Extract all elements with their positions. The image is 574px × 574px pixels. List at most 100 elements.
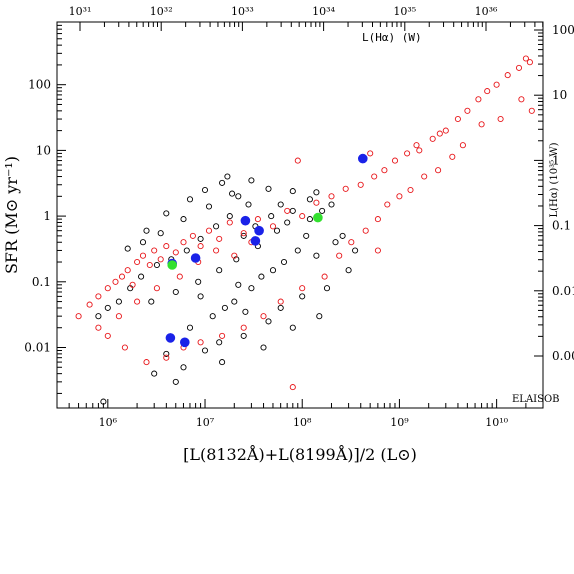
data-point-open (260, 313, 267, 320)
y-tick-label: 10 (36, 143, 51, 157)
data-point-open (277, 201, 284, 208)
right-tick-label: 1 (552, 153, 560, 167)
data-point-open (319, 207, 326, 214)
data-point-open (163, 350, 170, 357)
data-point-open (240, 324, 247, 331)
data-point-open (449, 153, 456, 160)
data-point-open (245, 201, 252, 208)
data-point-open (339, 232, 346, 239)
data-point-open (381, 167, 388, 174)
data-point-open (342, 185, 349, 192)
data-point-open (197, 235, 204, 242)
top-tick-label: 10³¹ (69, 5, 92, 18)
data-point-open (268, 213, 275, 220)
data-point-filled (165, 333, 176, 343)
data-point-open (260, 344, 267, 351)
data-point-open (226, 213, 233, 220)
data-point-open (280, 258, 288, 266)
data-point-open (139, 239, 147, 246)
data-point-open (484, 88, 491, 95)
data-point-open (323, 285, 331, 292)
data-point-filled (254, 225, 264, 236)
data-point-open (362, 227, 369, 234)
x-tick-label: 10¹⁰ (485, 416, 508, 429)
data-point-open (104, 332, 111, 339)
data-point-open (146, 261, 153, 269)
data-point-open (157, 256, 164, 263)
data-point-open (289, 188, 296, 195)
data-point-open (183, 247, 190, 254)
tick-labels: 10⁶ 10⁷ 10⁸ 10⁹ 10¹⁰ 0.01 0.1 1 10 100 10³¹ 10³² 10³… (24, 5, 574, 429)
data-point-open (100, 398, 107, 405)
data-point-open (526, 59, 533, 66)
data-point-open (134, 298, 141, 305)
annotation-label: ELAISOB (512, 394, 560, 405)
data-point-open (384, 201, 391, 208)
x-tick-label: 10⁶ (99, 416, 118, 429)
top-tick-label: 10³⁵ (393, 5, 416, 18)
data-point-open (352, 247, 359, 254)
right-tick-label: 0.01 (552, 284, 574, 298)
data-point-open (172, 288, 179, 296)
right-tick-label: 100 (552, 23, 574, 37)
data-point-open (265, 318, 272, 325)
data-point-filled (250, 236, 261, 246)
top-tick-label: 10³⁶ (475, 5, 498, 18)
data-point-open (201, 347, 209, 354)
data-point-open (143, 227, 150, 234)
data-point-open (153, 285, 160, 292)
right-tick-label: 0.1 (552, 219, 571, 233)
data-point-open (186, 196, 194, 203)
data-point-open (139, 252, 147, 259)
data-point-open (289, 384, 296, 391)
data-point-filled (190, 253, 201, 263)
data-point-open (497, 115, 504, 123)
data-point-open (328, 201, 335, 208)
data-point-open (269, 223, 277, 230)
data-point-open (504, 72, 511, 79)
data-point-open (277, 298, 284, 305)
data-point-open (277, 304, 284, 311)
data-point-open (216, 267, 223, 274)
data-point-open (299, 213, 306, 220)
data-point-open (442, 127, 449, 134)
data-point-open (313, 189, 320, 196)
data-point-open (163, 210, 170, 217)
data-point-open (435, 167, 442, 174)
data-point-open (163, 243, 170, 250)
data-point-open (180, 239, 187, 246)
top-tick-label: 10³³ (231, 5, 254, 18)
data-point-open (180, 216, 187, 223)
y-tick-label: 0.01 (24, 341, 51, 355)
data-point-open (404, 150, 411, 157)
data-point-open (197, 293, 204, 300)
data-point-open (95, 313, 102, 320)
data-point-open (157, 230, 164, 237)
data-point-open (371, 173, 378, 180)
data-point-filled (240, 215, 251, 226)
y-tick-label: 0.1 (32, 275, 51, 289)
data-point-open (195, 278, 202, 285)
data-point-open (407, 186, 414, 194)
data-point-open (248, 285, 255, 292)
data-point-open (254, 216, 261, 223)
data-point-open (316, 313, 323, 320)
data-point-open (129, 281, 136, 288)
data-point-open (284, 219, 291, 226)
x-tick-label: 10⁸ (293, 416, 312, 429)
data-point-open (313, 199, 320, 206)
right-tick-label: 0.00 (552, 349, 574, 363)
data-point-open (306, 216, 313, 223)
data-point-open (172, 249, 179, 256)
data-point-open (104, 304, 111, 311)
data-point-open (240, 232, 247, 239)
data-point-open (143, 359, 150, 366)
axis-ticks (56, 21, 544, 408)
data-point-open (213, 247, 220, 254)
right-tick-label: 10 (552, 88, 567, 102)
data-point-filled (167, 260, 177, 270)
data-point-open (118, 273, 126, 280)
data-point-open (197, 243, 204, 250)
y-tick-label: 100 (28, 78, 51, 92)
